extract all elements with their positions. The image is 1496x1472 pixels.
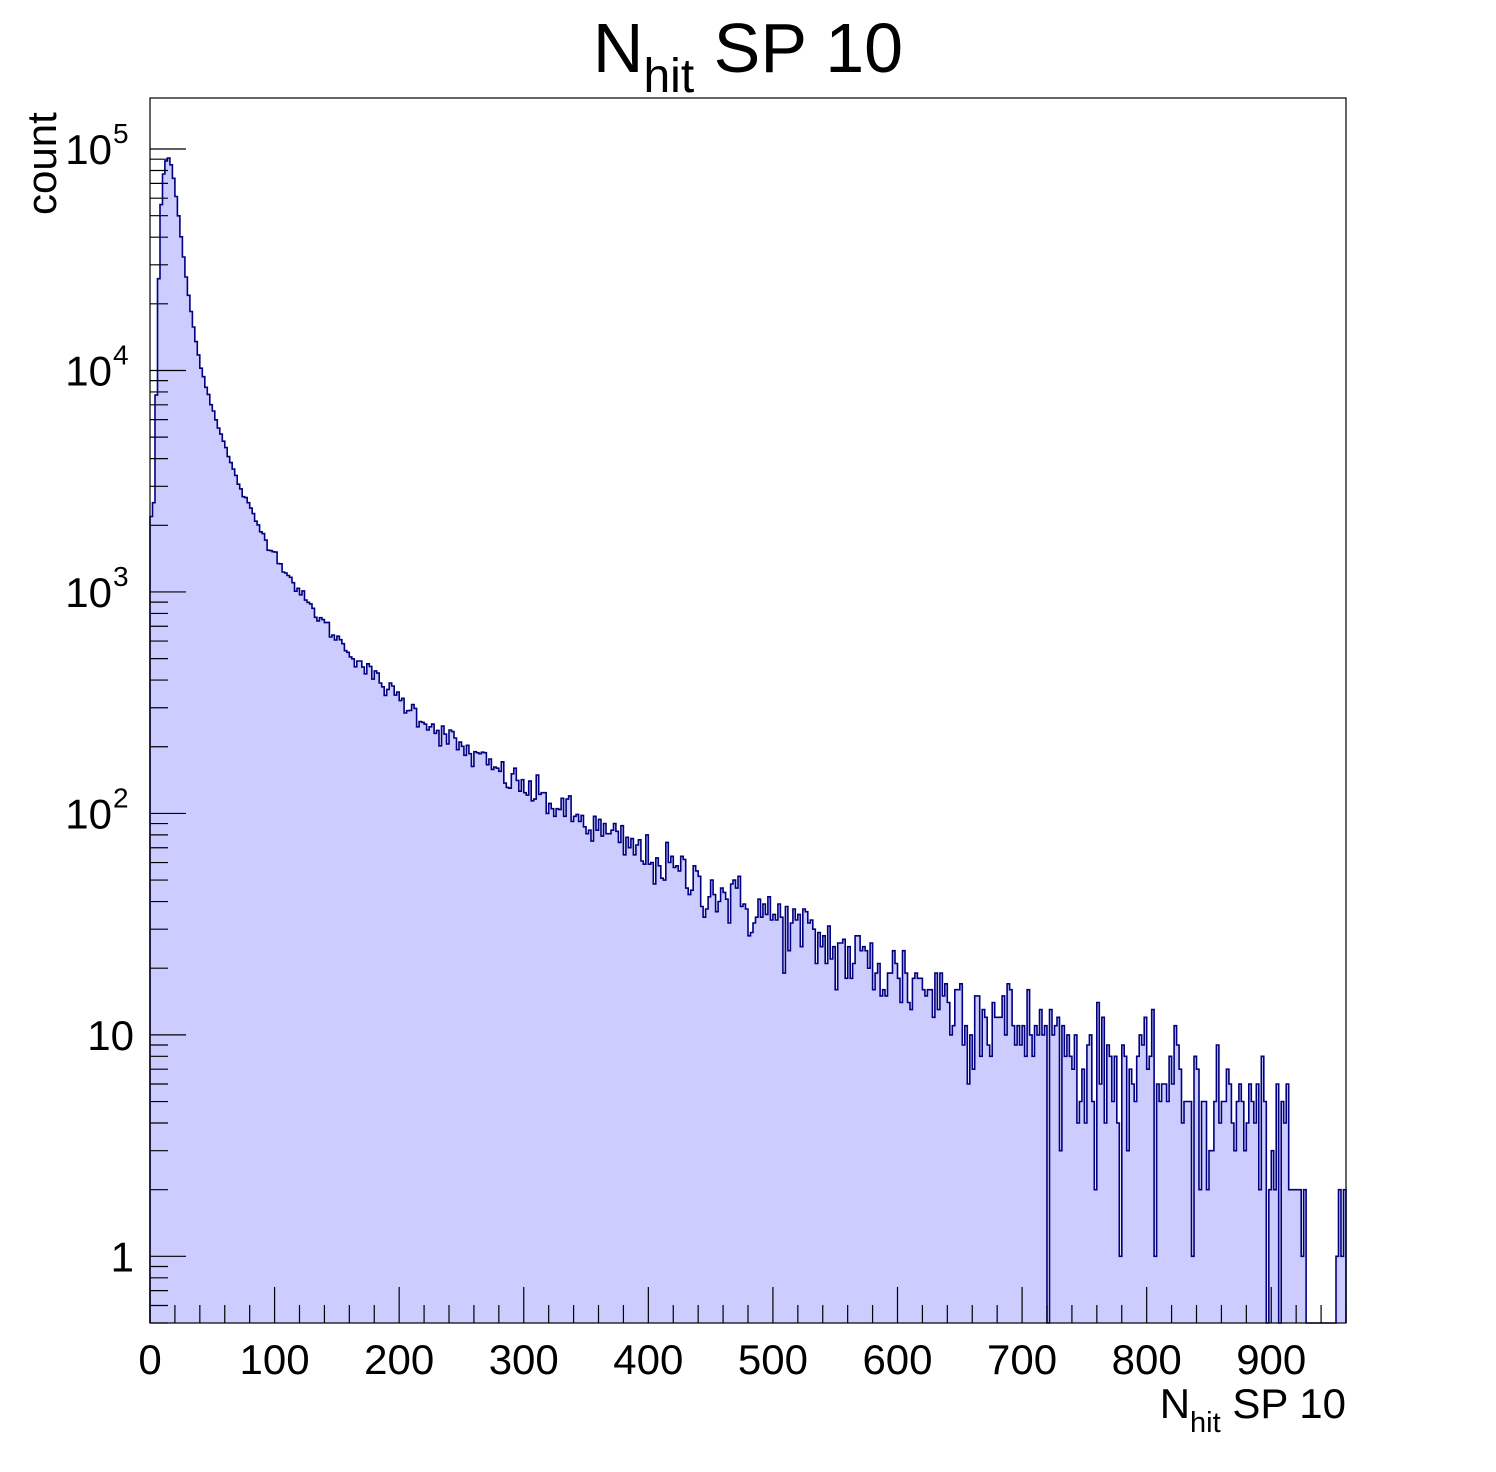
x-tick-label: 800 — [1112, 1336, 1182, 1383]
histogram-fill — [150, 158, 1346, 1324]
x-tick-label: 200 — [364, 1336, 434, 1383]
x-tick-label: 600 — [862, 1336, 932, 1383]
chart-title-rest: SP 10 — [694, 9, 903, 87]
y-tick-exponent: 2 — [113, 782, 129, 813]
x-axis-label-main: N — [1160, 1380, 1190, 1427]
chart-title: Nhit SP 10 — [593, 9, 903, 103]
y-tick-label: 10 — [87, 1012, 134, 1059]
y-tick-exponent: 4 — [113, 339, 129, 370]
x-tick-label: 900 — [1236, 1336, 1306, 1383]
histogram-outline — [149, 157, 1347, 1324]
x-tick-label: 700 — [987, 1336, 1057, 1383]
y-tick-label: 10 — [65, 790, 112, 837]
y-axis-label: count — [18, 112, 65, 215]
y-tick-exponent: 3 — [113, 561, 129, 592]
y-tick-label: 10 — [65, 126, 112, 173]
y-tick-label: 10 — [65, 569, 112, 616]
x-tick-label: 300 — [489, 1336, 559, 1383]
chart-title-main: N — [593, 9, 644, 87]
y-tick-label: 1 — [111, 1233, 134, 1280]
x-tick-label: 100 — [240, 1336, 310, 1383]
y-tick-exponent: 5 — [113, 118, 129, 149]
x-axis-ticks — [149, 1287, 1347, 1323]
x-axis-label-subscript: hit — [1190, 1407, 1221, 1439]
x-tick-label: 400 — [613, 1336, 683, 1383]
y-tick-label: 10 — [65, 347, 112, 394]
x-tick-label: 0 — [138, 1336, 161, 1383]
x-axis-label-rest: SP 10 — [1221, 1380, 1346, 1427]
x-tick-label: 500 — [738, 1336, 808, 1383]
chart-title-subscript: hit — [643, 50, 694, 103]
y-axis-ticks — [150, 148, 186, 1324]
x-tick-labels: 0 100 200 300 400 500 600 700 800 900 — [138, 1336, 1306, 1383]
x-axis-label: Nhit SP 10 — [1160, 1380, 1346, 1439]
